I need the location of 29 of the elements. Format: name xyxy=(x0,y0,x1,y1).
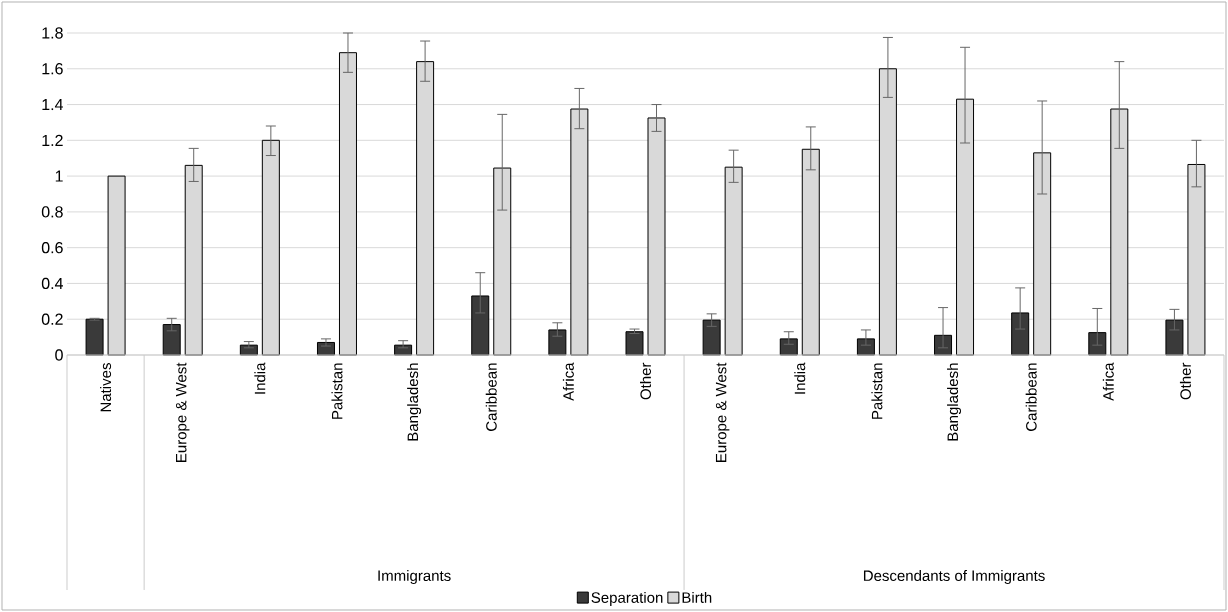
x-tick-label: Pakistan xyxy=(331,363,343,419)
y-tick-label: 1.8 xyxy=(42,27,63,39)
y-tick-label: 0.8 xyxy=(41,206,63,218)
y-tick-label: 0 xyxy=(55,349,63,361)
x-tick-label: Africa xyxy=(1102,362,1114,401)
x-tick-label: Natives xyxy=(100,363,112,412)
y-tick-label: 1.2 xyxy=(42,134,63,146)
y-tick-label: 0.2 xyxy=(41,313,63,325)
y-tick-label: 1.4 xyxy=(42,99,63,111)
x-tick-label: Africa xyxy=(562,362,574,401)
x-tick-label: Europe & West xyxy=(175,362,190,462)
y-tick-label: 0.6 xyxy=(41,242,63,254)
legend-label: Separation xyxy=(591,591,663,606)
x-tick-label: India xyxy=(794,362,806,394)
x-tick-label: Other xyxy=(1179,362,1191,400)
y-tick-label: 0.4 xyxy=(41,277,63,290)
legend-label: Birth xyxy=(682,591,712,603)
text: Descendants of Immigrants xyxy=(863,570,1045,584)
x-tick-label: Europe & West xyxy=(715,362,730,462)
y-tick-label: 1.6 xyxy=(42,63,63,75)
x-tick-label: Bangladesh xyxy=(947,363,962,441)
x-tick-label: Pakistan xyxy=(871,363,883,419)
y-tick-label: 1 xyxy=(55,170,63,182)
x-tick-label: Other xyxy=(640,362,652,400)
x-tick-label: Caribbean xyxy=(485,363,497,431)
x-tick-label: Bangladesh xyxy=(407,363,422,441)
text: Immigrants xyxy=(378,570,451,584)
x-tick-label: Caribbean xyxy=(1025,363,1037,431)
x-tick-label: India xyxy=(254,362,266,394)
